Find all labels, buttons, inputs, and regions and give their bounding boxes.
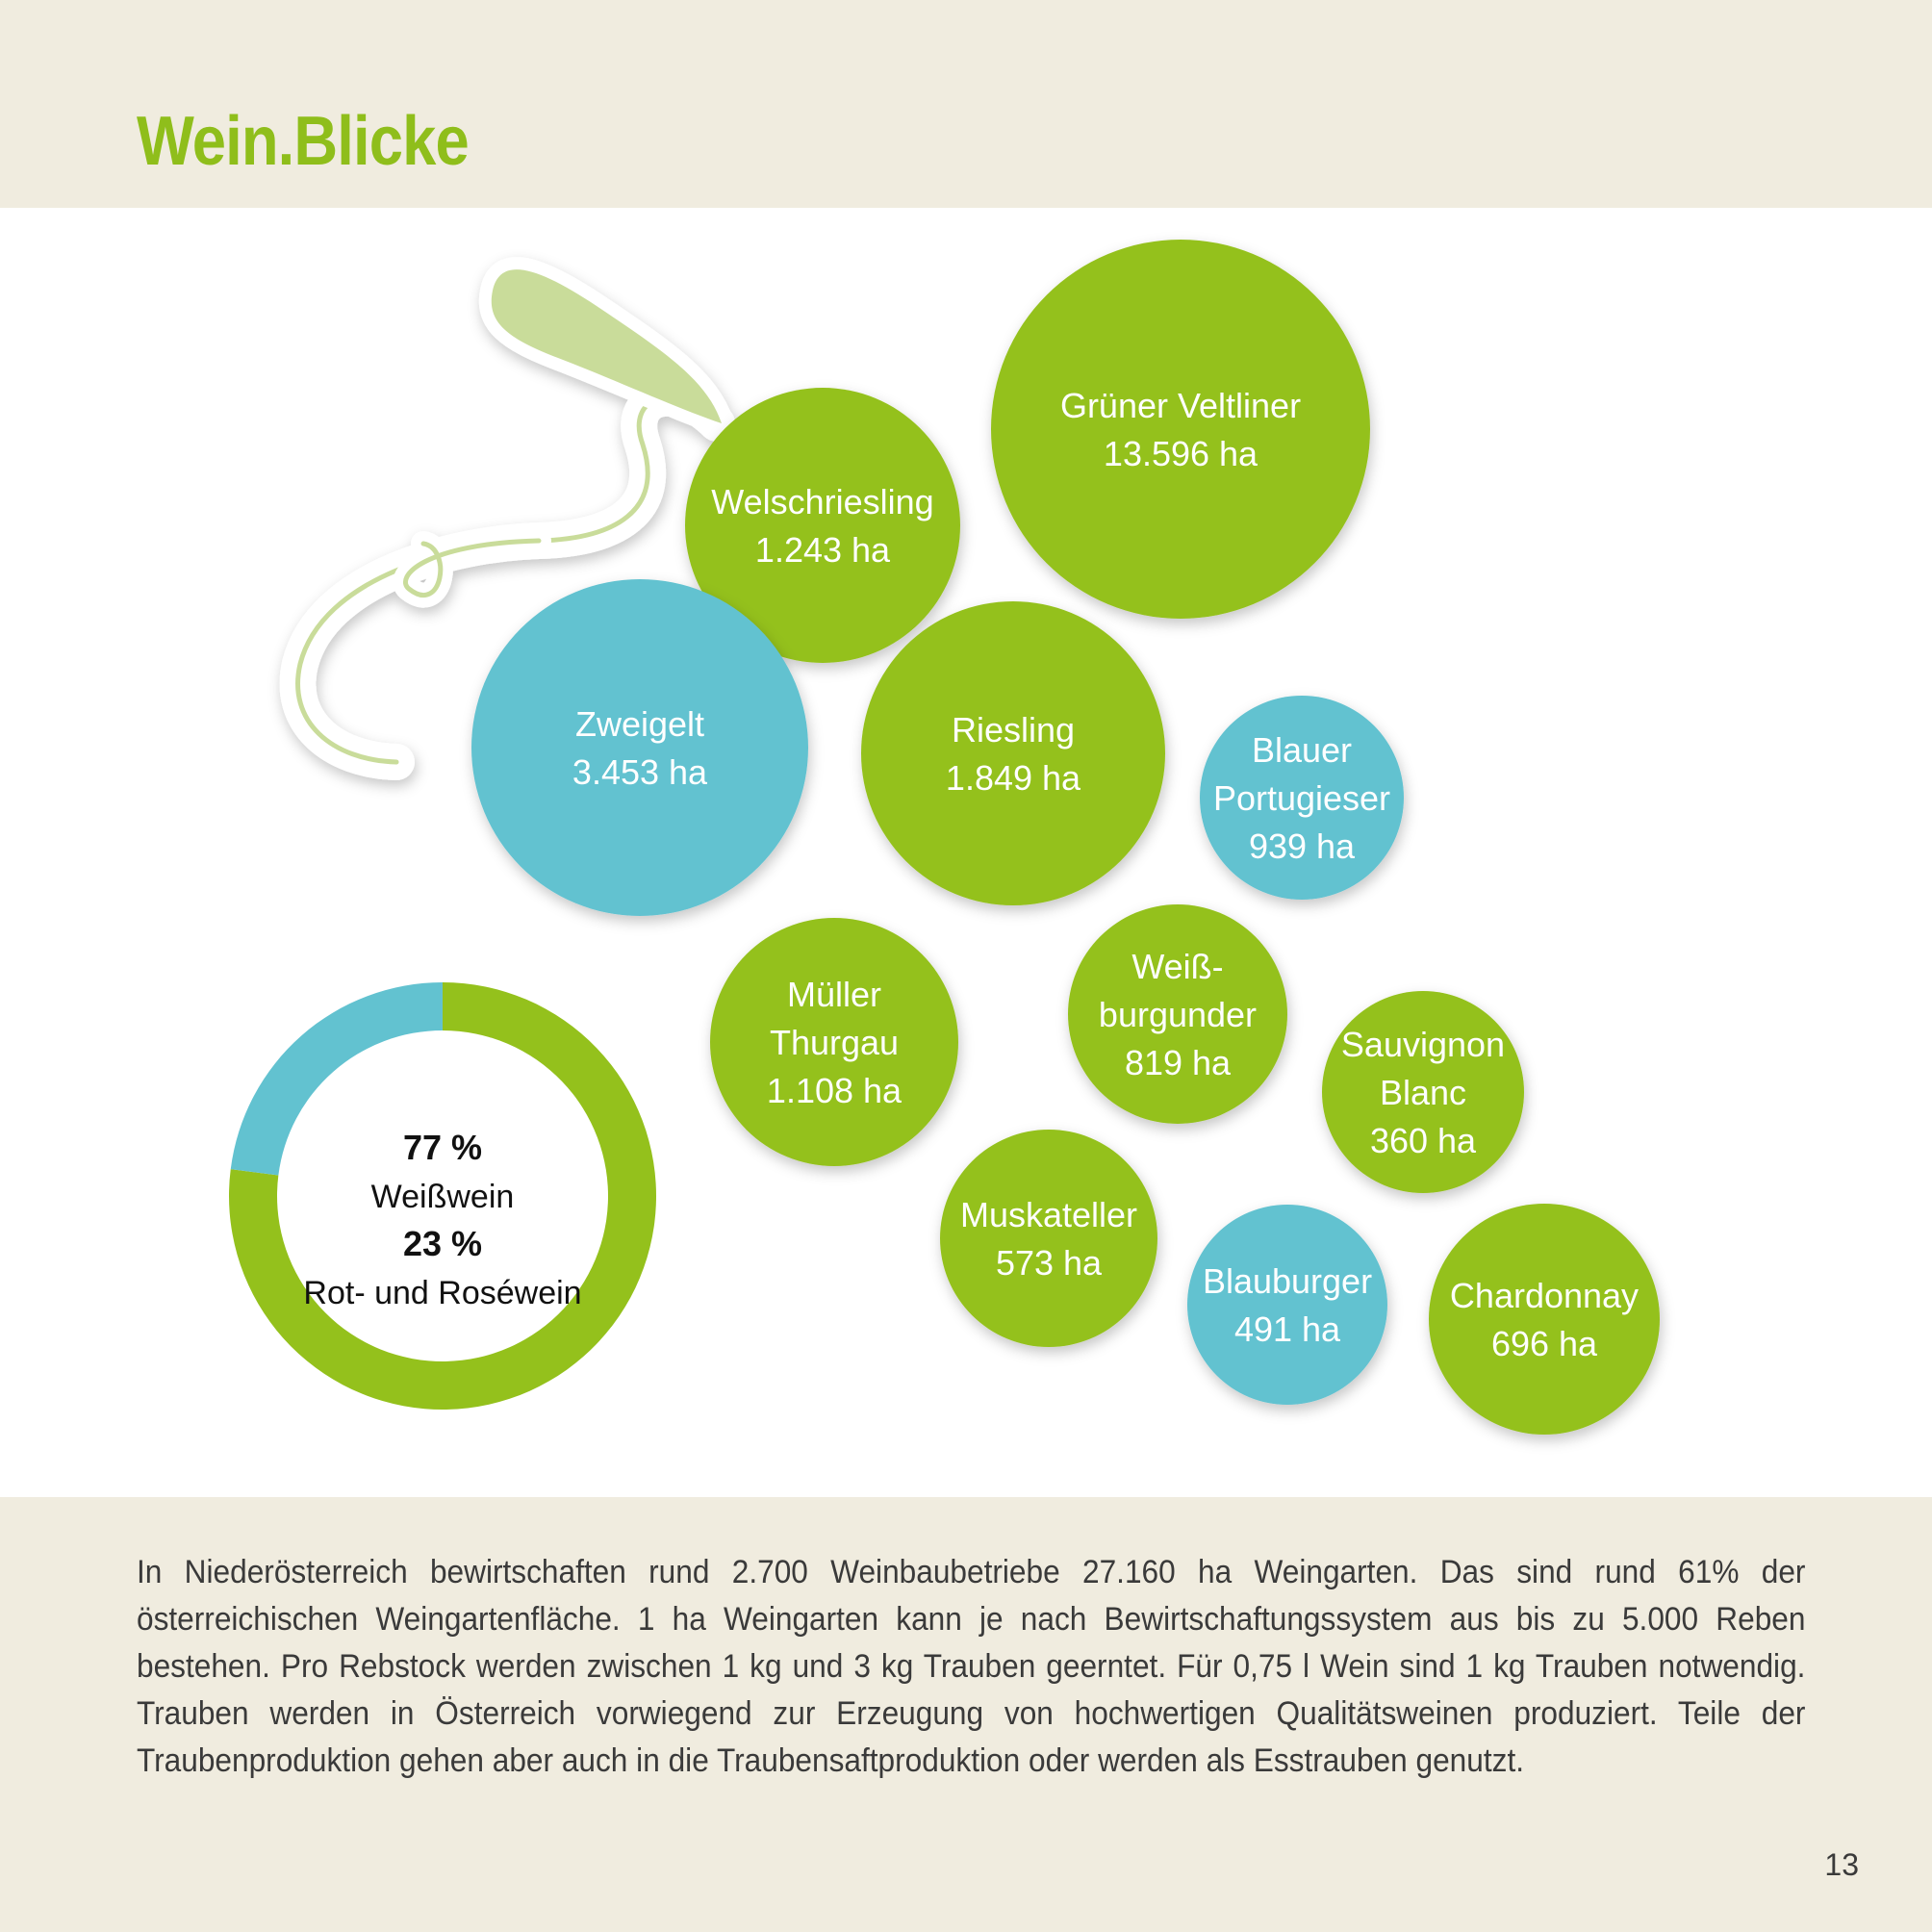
bubble-circle — [1200, 696, 1404, 900]
bubble-name-label: Muskateller — [960, 1195, 1137, 1234]
bubble-name-label: Blanc — [1380, 1073, 1466, 1112]
page-title: Wein.Blicke — [137, 103, 470, 180]
bubble-circle — [710, 918, 958, 1166]
donut-label-weisswein: Weißwein — [371, 1179, 515, 1215]
bubble-value-label: 360 ha — [1370, 1121, 1477, 1160]
donut-label-percent-rotwein: 23 % — [403, 1224, 482, 1263]
bubble-value-label: 573 ha — [996, 1243, 1103, 1283]
donut-label-percent-weisswein: 77 % — [403, 1128, 482, 1167]
bubble-welschriesling: Welschriesling 1.243 ha — [685, 388, 960, 663]
donut-label-rotwein: Rot- und Roséwein — [303, 1275, 581, 1311]
vine-stem-icon — [279, 257, 735, 780]
bubble-weiß-burgunder: Weiß-burgunder 819 ha — [1068, 904, 1287, 1124]
bubble-circle — [940, 1130, 1157, 1347]
wine-type-donut: 77 % Weißwein 23 % Rot- und Roséwein — [229, 982, 656, 1411]
bubble-name-label: Thurgau — [770, 1023, 899, 1062]
bubble-sauvignon-blanc: Sauvignon Blanc 360 ha — [1322, 991, 1524, 1193]
bubble-name-label: Welschriesling — [711, 482, 933, 521]
page-number: 13 — [1824, 1847, 1859, 1882]
bubble-circle — [685, 388, 960, 663]
bubble-name-label: Müller — [787, 975, 881, 1014]
bubble-circle — [1068, 904, 1287, 1124]
bubble-name-label: Zweigelt — [575, 704, 704, 744]
bubble-name-label: Riesling — [952, 710, 1075, 750]
bubble-value-label: 13.596 ha — [1104, 434, 1258, 473]
bubble-circle — [1322, 991, 1524, 1193]
bubble-value-label: 1.243 ha — [755, 530, 891, 570]
bubble-name-label: Sauvignon — [1341, 1025, 1505, 1064]
header-band: Wein.Blicke — [0, 0, 1932, 208]
bubble-name-label: Portugieser — [1213, 778, 1390, 818]
bubble-name-label: burgunder — [1099, 995, 1257, 1034]
bubble-value-label: 491 ha — [1234, 1309, 1341, 1349]
bubble-name-label: Blauburger — [1203, 1261, 1372, 1301]
bubble-circle — [1429, 1204, 1660, 1435]
bubble-name-label: Weiß- — [1131, 947, 1223, 986]
bubble-value-label: 3.453 ha — [572, 752, 708, 792]
bubble-value-label: 1.849 ha — [946, 758, 1081, 798]
donut-slice-rotwein — [230, 982, 443, 1176]
bubble-blauburger: Blauburger 491 ha — [1187, 1205, 1387, 1405]
bubble-name-label: Grüner Veltliner — [1060, 386, 1301, 425]
bubble-value-label: 696 ha — [1491, 1324, 1598, 1363]
bubble-grüner-veltliner: Grüner Veltliner 13.596 ha — [991, 240, 1370, 619]
bubble-blauer-portugieser: Blauer Portugieser 939 ha — [1200, 696, 1404, 900]
bubble-value-label: 939 ha — [1249, 826, 1356, 866]
bubble-name-label: Blauer — [1252, 730, 1352, 770]
bubble-name-label: Chardonnay — [1450, 1276, 1639, 1315]
bubble-riesling: Riesling 1.849 ha — [861, 601, 1165, 905]
grape-bubble-chart: Grüner Veltliner 13.596 ha Welschriesling 1… — [229, 240, 1660, 1435]
bubble-muskateller: Muskateller 573 ha — [940, 1130, 1157, 1347]
bubble-chardonnay: Chardonnay 696 ha — [1429, 1204, 1660, 1435]
bubble-value-label: 1.108 ha — [767, 1071, 902, 1110]
bubble-circle — [471, 579, 808, 916]
bubble-circle — [991, 240, 1370, 619]
footer-band — [0, 1497, 1932, 1932]
bubble-circle — [861, 601, 1165, 905]
bubble-zweigelt: Zweigelt 3.453 ha — [471, 579, 808, 916]
bubble-circle — [1187, 1205, 1387, 1405]
bubble-müller-thurgau: Müller Thurgau 1.108 ha — [710, 918, 958, 1166]
body-paragraph: In Niederösterreich bewirtschaften rund … — [137, 1554, 1806, 1779]
bubble-value-label: 819 ha — [1125, 1043, 1232, 1082]
